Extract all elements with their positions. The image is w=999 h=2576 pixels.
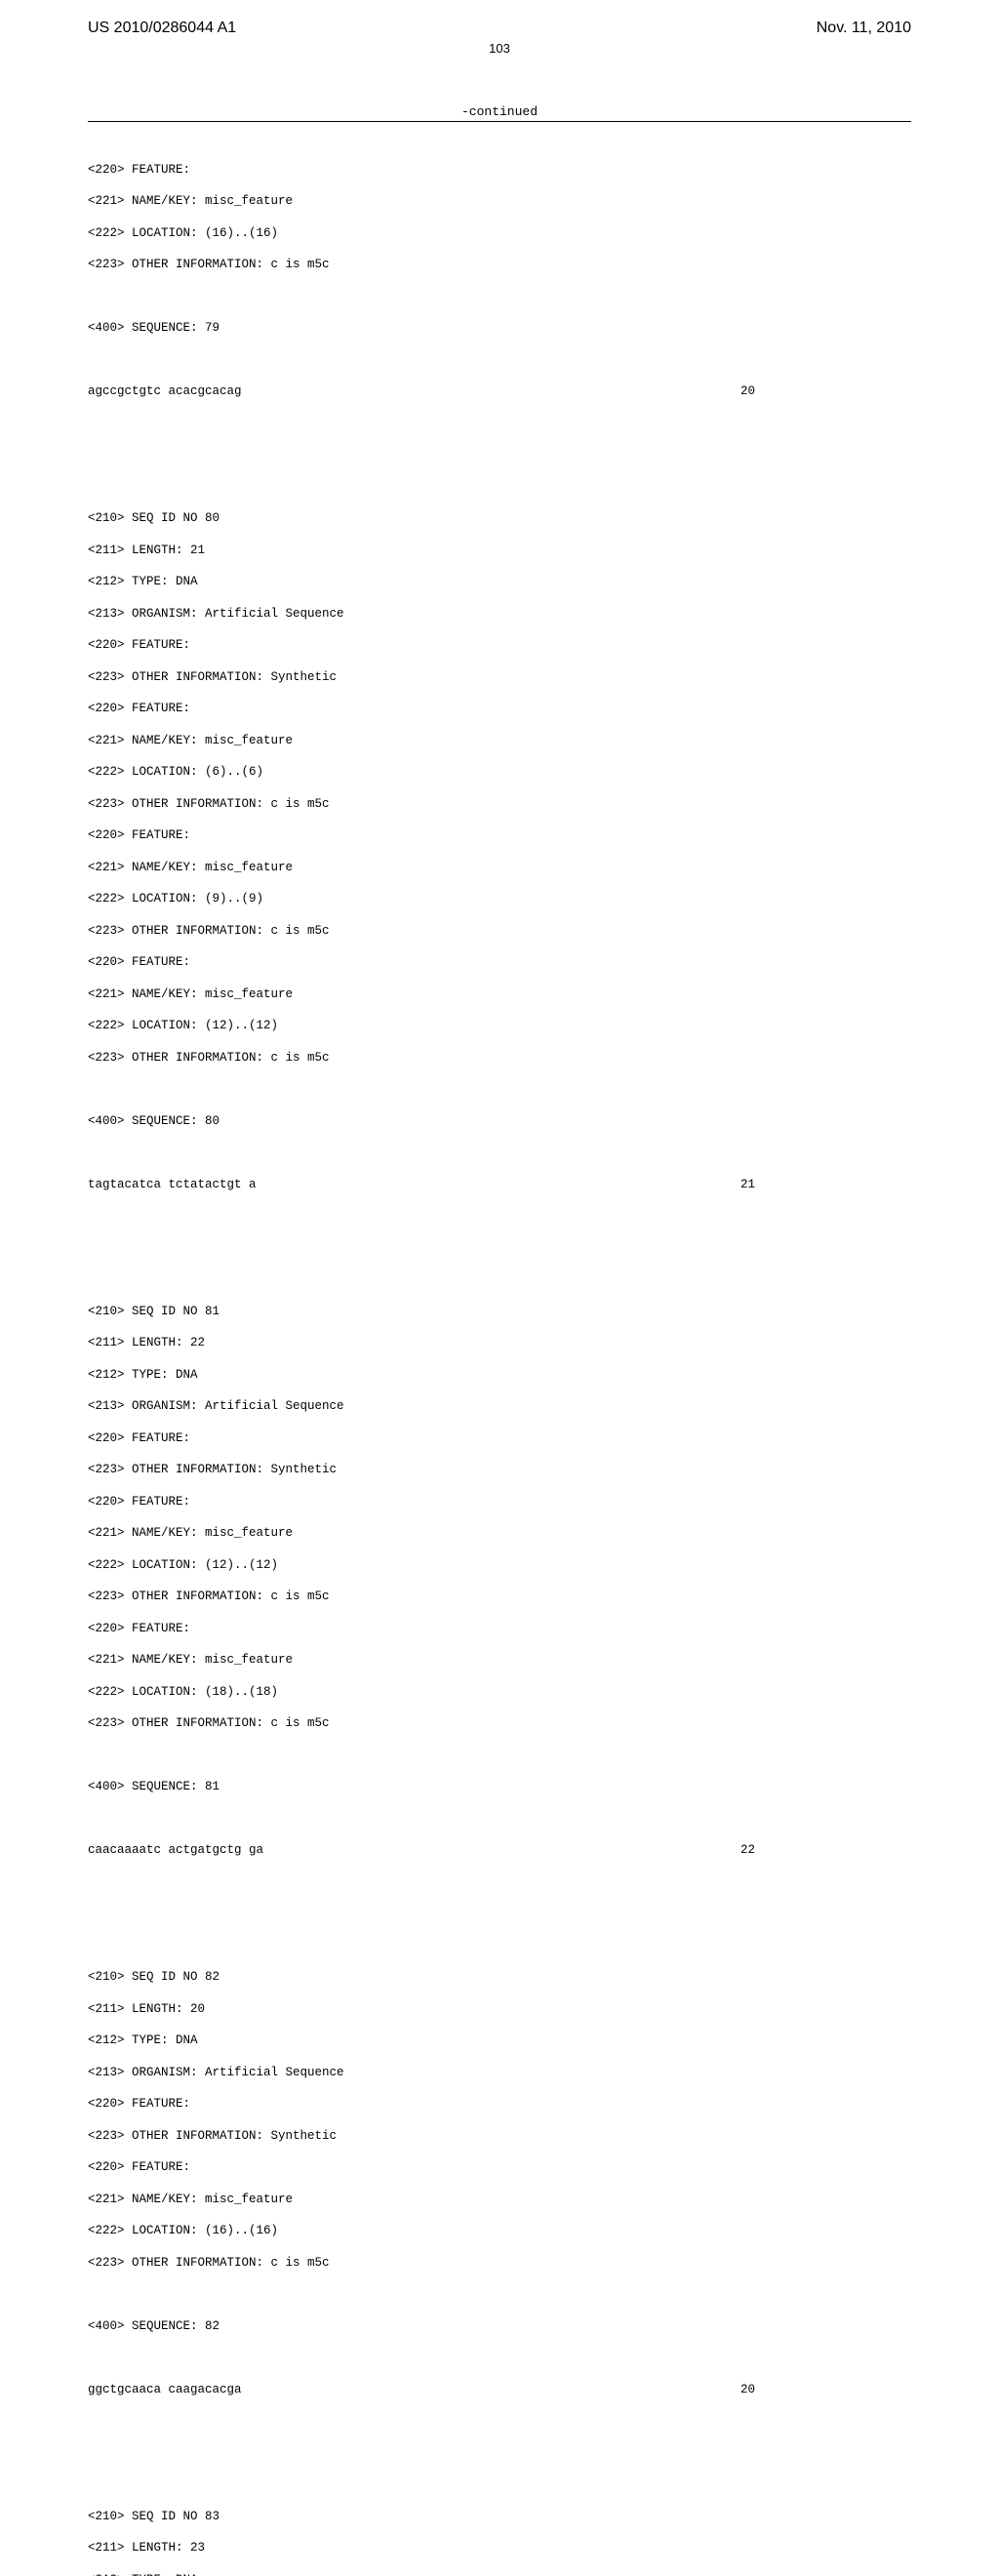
feature-line: <220> FEATURE:: [88, 827, 911, 843]
feature-line: <212> TYPE: DNA: [88, 2572, 911, 2576]
sequence-content: <220> FEATURE: <221> NAME/KEY: misc_feat…: [0, 130, 999, 2576]
feature-line: <213> ORGANISM: Artificial Sequence: [88, 1398, 911, 1414]
seq-block-4: <210> SEQ ID NO 83 <211> LENGTH: 23 <212…: [88, 2492, 911, 2576]
blank-line: [88, 2461, 911, 2476]
feature-line: <221> NAME/KEY: misc_feature: [88, 193, 911, 209]
feature-line: <220> FEATURE:: [88, 1494, 911, 1509]
blank-line: [88, 431, 911, 447]
feature-line: <220> FEATURE:: [88, 954, 911, 970]
feature-line: <222> LOCATION: (16)..(16): [88, 2223, 911, 2238]
blank-line: [88, 1890, 911, 1906]
sequence-number: 21: [740, 1177, 911, 1192]
sequence-number: 22: [740, 1842, 911, 1858]
feature-line: <223> OTHER INFORMATION: Synthetic: [88, 669, 911, 685]
feature-line: <220> FEATURE:: [88, 2159, 911, 2175]
continued-label: -continued: [0, 104, 999, 119]
feature-line: <220> FEATURE:: [88, 1621, 911, 1636]
feature-line: <213> ORGANISM: Artificial Sequence: [88, 2065, 911, 2080]
seq-block-2: <210> SEQ ID NO 81 <211> LENGTH: 22 <212…: [88, 1287, 911, 1873]
blank-line: [88, 1145, 911, 1160]
feature-line: <213> ORGANISM: Artificial Sequence: [88, 606, 911, 622]
feature-line: <221> NAME/KEY: misc_feature: [88, 1525, 911, 1541]
sequence-row: caacaaaatc actgatgctg ga 22: [88, 1842, 911, 1858]
feature-line: <220> FEATURE:: [88, 162, 911, 178]
page-number: 103: [0, 41, 999, 56]
feature-line: <221> NAME/KEY: misc_feature: [88, 733, 911, 748]
publication-number: US 2010/0286044 A1: [88, 20, 236, 37]
blank-line: [88, 1811, 911, 1827]
feature-line: <210> SEQ ID NO 80: [88, 510, 911, 526]
blank-line: [88, 2350, 911, 2365]
sequence-label: <400> SEQUENCE: 79: [88, 320, 911, 336]
feature-line: <223> OTHER INFORMATION: Synthetic: [88, 2128, 911, 2144]
feature-line: <221> NAME/KEY: misc_feature: [88, 986, 911, 1002]
feature-line: <222> LOCATION: (9)..(9): [88, 891, 911, 906]
sequence-row: agccgctgtc acacgcacag 20: [88, 383, 911, 399]
feature-line: <223> OTHER INFORMATION: Synthetic: [88, 1462, 911, 1477]
feature-line: <211> LENGTH: 23: [88, 2540, 911, 2556]
blank-line: [88, 352, 911, 368]
feature-line: <223> OTHER INFORMATION: c is m5c: [88, 923, 911, 939]
feature-line: <220> FEATURE:: [88, 637, 911, 653]
feature-line: <210> SEQ ID NO 81: [88, 1304, 911, 1319]
divider-line: [88, 121, 911, 122]
sequence-label: <400> SEQUENCE: 82: [88, 2318, 911, 2334]
blank-line: [88, 2286, 911, 2302]
feature-line: <223> OTHER INFORMATION: c is m5c: [88, 257, 911, 272]
document-header: US 2010/0286044 A1 Nov. 11, 2010: [0, 20, 999, 37]
feature-line: <221> NAME/KEY: misc_feature: [88, 1652, 911, 1668]
sequence-label: <400> SEQUENCE: 80: [88, 1113, 911, 1129]
feature-line: <223> OTHER INFORMATION: c is m5c: [88, 1589, 911, 1604]
blank-line: [88, 1256, 911, 1271]
sequence-row: tagtacatca tctatactgt a 21: [88, 1177, 911, 1192]
feature-line: <222> LOCATION: (18)..(18): [88, 1684, 911, 1700]
feature-line: <212> TYPE: DNA: [88, 1367, 911, 1383]
feature-line: <221> NAME/KEY: misc_feature: [88, 2192, 911, 2207]
feature-line: <223> OTHER INFORMATION: c is m5c: [88, 1050, 911, 1066]
feature-line: <220> FEATURE:: [88, 1430, 911, 1446]
feature-line: <210> SEQ ID NO 83: [88, 2509, 911, 2524]
blank-line: [88, 1748, 911, 1763]
sequence-label: <400> SEQUENCE: 81: [88, 1779, 911, 1794]
feature-line: <211> LENGTH: 20: [88, 2001, 911, 2017]
sequence-data: caacaaaatc actgatgctg ga: [88, 1842, 263, 1858]
feature-line: <212> TYPE: DNA: [88, 574, 911, 589]
sequence-row: ggctgcaaca caagacacga 20: [88, 2382, 911, 2397]
feature-line: <222> LOCATION: (6)..(6): [88, 764, 911, 780]
feature-line: <223> OTHER INFORMATION: c is m5c: [88, 2255, 911, 2271]
sequence-data: tagtacatca tctatactgt a: [88, 1177, 257, 1192]
feature-line: <223> OTHER INFORMATION: c is m5c: [88, 1715, 911, 1731]
blank-line: [88, 1921, 911, 1937]
seq-block-3: <210> SEQ ID NO 82 <211> LENGTH: 20 <212…: [88, 1953, 911, 2413]
blank-line: [88, 463, 911, 478]
feature-line: <222> LOCATION: (12)..(12): [88, 1557, 911, 1573]
feature-line: <221> NAME/KEY: misc_feature: [88, 860, 911, 875]
sequence-number: 20: [740, 2382, 911, 2397]
blank-line: [88, 289, 911, 304]
blank-line: [88, 1081, 911, 1097]
publication-date: Nov. 11, 2010: [817, 20, 911, 37]
sequence-data: agccgctgtc acacgcacag: [88, 383, 242, 399]
blank-line: [88, 1224, 911, 1239]
feature-line: <222> LOCATION: (12)..(12): [88, 1018, 911, 1033]
sequence-data: ggctgcaaca caagacacga: [88, 2382, 242, 2397]
feature-line: <223> OTHER INFORMATION: c is m5c: [88, 796, 911, 812]
feature-line: <211> LENGTH: 21: [88, 543, 911, 558]
sequence-number: 20: [740, 383, 911, 399]
feature-line: <212> TYPE: DNA: [88, 2033, 911, 2048]
feature-line: <210> SEQ ID NO 82: [88, 1969, 911, 1985]
feature-line: <220> FEATURE:: [88, 701, 911, 716]
feature-line: <222> LOCATION: (16)..(16): [88, 225, 911, 241]
seq-block-0: <220> FEATURE: <221> NAME/KEY: misc_feat…: [88, 145, 911, 415]
feature-line: <211> LENGTH: 22: [88, 1335, 911, 1350]
blank-line: [88, 2429, 911, 2444]
feature-line: <220> FEATURE:: [88, 2096, 911, 2112]
seq-block-1: <210> SEQ ID NO 80 <211> LENGTH: 21 <212…: [88, 495, 911, 1208]
